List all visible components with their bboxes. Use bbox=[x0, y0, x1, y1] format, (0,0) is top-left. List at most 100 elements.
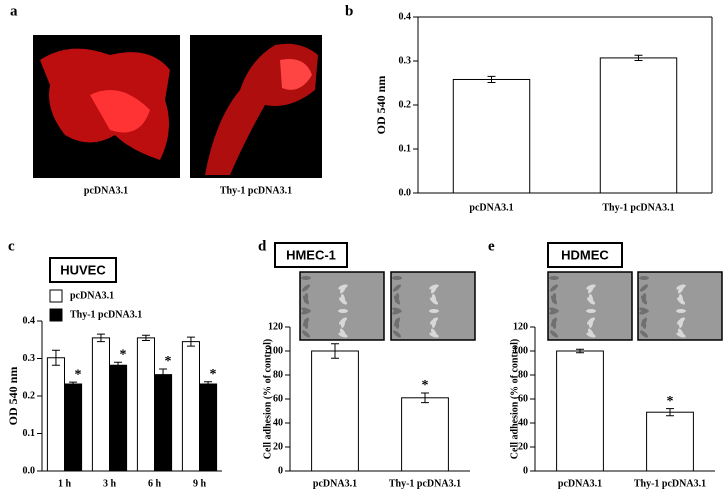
cell-image bbox=[430, 328, 438, 338]
cell-image bbox=[639, 307, 649, 313]
cell-image bbox=[549, 307, 559, 313]
y-tick-label: 0.2 bbox=[399, 99, 412, 110]
cell-line-label: HDMEC bbox=[561, 247, 609, 262]
cell-line-label: HMEC-1 bbox=[286, 247, 336, 262]
cell-image bbox=[301, 307, 311, 313]
error-bar bbox=[69, 381, 78, 387]
cell-line-label: HUVEC bbox=[60, 262, 106, 277]
y-tick-label: 120 bbox=[513, 321, 528, 332]
y-tick-label: 0.2 bbox=[23, 390, 36, 401]
cell-image bbox=[676, 309, 686, 313]
cell-image bbox=[676, 284, 686, 290]
bar bbox=[46, 357, 66, 472]
y-tick-label: 60 bbox=[518, 393, 528, 404]
y-tick-label: 0.3 bbox=[23, 353, 36, 364]
image-caption: Thy-1 pcDNA3.1 bbox=[220, 185, 292, 196]
error-bar bbox=[204, 381, 213, 387]
cell-line-box bbox=[49, 257, 117, 283]
x-tick-label: Thy-1 pcDNA3.1 bbox=[602, 202, 674, 213]
cell-image bbox=[429, 317, 439, 325]
cell-image bbox=[392, 276, 402, 280]
y-tick-label: 40 bbox=[273, 417, 283, 428]
legend-label: pcDNA3.1 bbox=[70, 290, 114, 301]
significance-mark: * bbox=[210, 367, 217, 382]
panel-label: a bbox=[10, 3, 18, 19]
x-tick-label: Thy-1 pcDNA3.1 bbox=[634, 478, 706, 489]
bar bbox=[91, 337, 111, 472]
cell-image bbox=[394, 293, 400, 303]
cell-image bbox=[338, 284, 348, 290]
cell-image bbox=[551, 293, 557, 303]
cell-image bbox=[588, 294, 594, 304]
x-tick-label: pcDNA3.1 bbox=[313, 478, 357, 489]
cell-image bbox=[429, 309, 439, 313]
x-tick-label: pcDNA3.1 bbox=[469, 202, 513, 213]
y-tick-label: 120 bbox=[268, 321, 283, 332]
significance-mark: * bbox=[75, 367, 82, 382]
cell-image bbox=[302, 317, 310, 327]
y-tick-label: 0.1 bbox=[23, 428, 36, 439]
cell-image bbox=[549, 276, 559, 280]
error-bar bbox=[114, 361, 123, 369]
panel-label: c bbox=[8, 238, 15, 254]
cell-image bbox=[678, 294, 684, 304]
y-tick-label: 100 bbox=[268, 345, 283, 356]
cell-image bbox=[303, 293, 309, 303]
cell-image bbox=[280, 59, 312, 90]
y-tick-label: 20 bbox=[273, 441, 283, 452]
bar bbox=[556, 350, 604, 472]
x-tick-label: pcDNA3.1 bbox=[558, 478, 602, 489]
y-tick-label: 0 bbox=[278, 465, 283, 476]
y-tick-label: 0.3 bbox=[399, 55, 412, 66]
y-tick-label: 0 bbox=[523, 465, 528, 476]
legend-label: Thy-1 pcDNA3.1 bbox=[70, 309, 142, 320]
error-bar bbox=[634, 54, 643, 62]
bar bbox=[646, 411, 694, 472]
y-axis-label: Cell adhesion (% of control) bbox=[509, 339, 520, 459]
cell-image bbox=[392, 307, 402, 313]
bar bbox=[599, 57, 678, 194]
cell-image bbox=[392, 284, 402, 292]
bar bbox=[154, 374, 173, 472]
y-axis-label: OD 540 nm bbox=[6, 367, 20, 426]
cell-image bbox=[586, 317, 596, 325]
cell-line-box bbox=[547, 242, 623, 268]
cell-image bbox=[301, 276, 311, 280]
bar bbox=[311, 350, 359, 472]
panel-label: e bbox=[488, 238, 495, 254]
legend-swatch bbox=[49, 289, 63, 303]
panel-label: b bbox=[345, 3, 353, 19]
error-bar bbox=[186, 336, 195, 347]
y-tick-label: 80 bbox=[518, 369, 528, 380]
cell-image bbox=[586, 309, 596, 313]
error-bar bbox=[159, 368, 168, 381]
cell-image bbox=[641, 293, 647, 303]
y-tick-label: 0.4 bbox=[399, 11, 412, 22]
x-tick-label: Thy-1 pcDNA3.1 bbox=[389, 478, 461, 489]
cell-image bbox=[550, 317, 558, 327]
cell-image bbox=[639, 276, 649, 280]
y-tick-label: 0.0 bbox=[399, 187, 412, 198]
micrograph bbox=[299, 271, 385, 341]
error-bar bbox=[51, 349, 60, 366]
bar bbox=[109, 364, 128, 472]
cell-image bbox=[587, 328, 595, 338]
cell-image bbox=[301, 330, 311, 338]
y-tick-label: 0.4 bbox=[23, 315, 36, 326]
y-tick-label: 60 bbox=[273, 393, 283, 404]
bar bbox=[136, 337, 155, 472]
error-bar bbox=[487, 75, 496, 84]
cell-image bbox=[549, 330, 559, 338]
cell-image bbox=[339, 328, 347, 338]
y-tick-label: 40 bbox=[518, 417, 528, 428]
cell-image bbox=[90, 90, 150, 133]
cell-image bbox=[676, 317, 686, 325]
x-tick-label: 3 h bbox=[103, 478, 117, 489]
cell-image bbox=[393, 317, 401, 327]
error-bar bbox=[141, 334, 150, 341]
cell-image bbox=[640, 317, 648, 327]
cell-image bbox=[431, 294, 437, 304]
error-bar bbox=[421, 392, 429, 404]
